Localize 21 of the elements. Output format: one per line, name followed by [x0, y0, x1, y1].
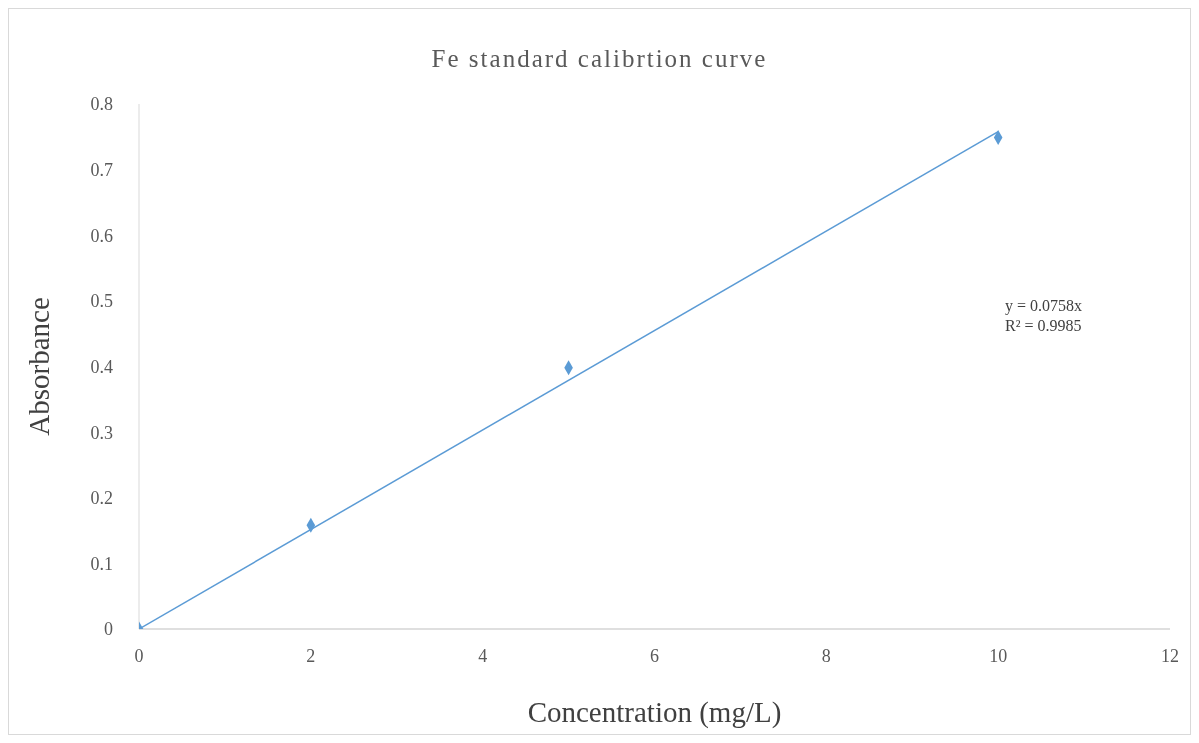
- y-tick-label: 0.5: [90, 291, 113, 312]
- x-tick-label: 12: [1161, 645, 1179, 666]
- y-tick-label: 0.2: [90, 488, 113, 509]
- annotation: y = 0.0758x: [1005, 296, 1083, 316]
- y-tick-label: 0.1: [90, 553, 113, 574]
- x-tick-label: 10: [989, 645, 1008, 666]
- x-tick-label: 0: [134, 645, 144, 666]
- y-tick-label: 0.8: [90, 94, 113, 115]
- y-tick-label: 0.3: [90, 422, 113, 443]
- chart-title: Fe standard calibrtion curve: [430, 45, 769, 73]
- x-tick-label: 6: [650, 645, 659, 666]
- annotation: R² = 0.9985: [1005, 316, 1083, 336]
- x-tick-label: 2: [306, 645, 316, 666]
- y-tick-label: 0: [104, 619, 113, 640]
- x-tick-label: 8: [821, 645, 831, 666]
- y-tick-label: 0.6: [90, 225, 113, 246]
- y-tick-label: 0.7: [90, 160, 113, 181]
- y-tick-label: 0.4: [90, 356, 113, 377]
- y-axis-title: Absorbance: [23, 297, 56, 436]
- x-axis-title: Concentration (mg/L): [527, 696, 782, 729]
- x-tick-label: 4: [478, 645, 488, 666]
